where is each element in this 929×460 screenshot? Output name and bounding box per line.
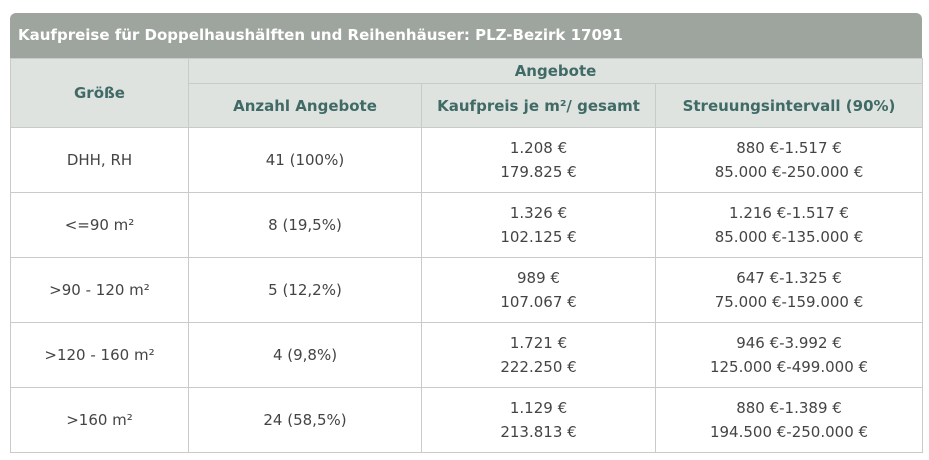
table-cell: 880 €-1.517 € 85.000 €-250.000 € — [655, 127, 923, 193]
cell-line: 647 €-1.325 € — [736, 269, 842, 287]
table-title: Kaufpreise für Doppelhaushälften und Rei… — [10, 13, 922, 58]
table-cell: 880 €-1.389 € 194.500 €-250.000 € — [655, 387, 923, 453]
cell-line: 85.000 €-250.000 € — [714, 163, 864, 181]
cell-line: 222.250 € — [500, 358, 577, 376]
table-cell: DHH, RH — [10, 127, 189, 193]
cell-line: 75.000 €-159.000 € — [714, 293, 864, 311]
column-header: Streuungsintervall (90%) — [655, 83, 923, 128]
table-cell: 24 (58,5%) — [188, 387, 422, 453]
cell-line: 880 €-1.389 € — [736, 399, 842, 417]
column-header: Größe — [10, 58, 189, 128]
column-header-row: Anzahl Angebote Kaufpreis je m²/ gesamt St… — [11, 83, 923, 128]
table-cell: >120 - 160 m² — [10, 322, 189, 388]
table-cell: 1.129 € 213.813 € — [421, 387, 656, 453]
price-table: Größe Angebote Anzahl Angebote Kaufpreis je… — [10, 58, 923, 453]
table-cell: 8 (19,5%) — [188, 192, 422, 258]
cell-line: 179.825 € — [500, 163, 577, 181]
table-cell: 1.216 €-1.517 € 85.000 €-135.000 € — [655, 192, 923, 258]
cell-line: 213.813 € — [500, 423, 577, 441]
table-cell: <=90 m² — [10, 192, 189, 258]
table-row: DHH, RH 41 (100%) 1.208 € 179.825 € 880 €-1.… — [10, 127, 923, 193]
table-cell: 946 €-3.992 € 125.000 €-499.000 € — [655, 322, 923, 388]
cell-line: 85.000 €-135.000 € — [714, 228, 864, 246]
table-row: >160 m² 24 (58,5%) 1.129 € 213.813 € 880 €-1… — [10, 387, 923, 453]
cell-line: 946 €-3.992 € — [736, 334, 842, 352]
table-row: <=90 m² 8 (19,5%) 1.326 € 102.125 € 1.216 €-… — [10, 192, 923, 258]
group-header: Angebote — [188, 58, 923, 84]
table-cell: 1.326 € 102.125 € — [421, 192, 656, 258]
cell-line: 1.129 € — [509, 399, 568, 417]
table-cell: 1.208 € 179.825 € — [421, 127, 656, 193]
column-header: Anzahl Angebote — [188, 83, 422, 128]
cell-line: 880 €-1.517 € — [736, 139, 842, 157]
table-cell: 4 (9,8%) — [188, 322, 422, 388]
table-cell: >160 m² — [10, 387, 189, 453]
column-header: Kaufpreis je m²/ gesamt — [421, 83, 656, 128]
table-cell: 989 € 107.067 € — [421, 257, 656, 323]
cell-line: 102.125 € — [500, 228, 577, 246]
cell-line: 194.500 €-250.000 € — [709, 423, 869, 441]
table-cell: 1.721 € 222.250 € — [421, 322, 656, 388]
cell-line: 1.721 € — [509, 334, 568, 352]
cell-line: 1.216 €-1.517 € — [729, 204, 849, 222]
table-cell: 5 (12,2%) — [188, 257, 422, 323]
cell-line: 1.208 € — [509, 139, 568, 157]
group-header-row: Größe Angebote — [10, 58, 923, 128]
table-row: >120 - 160 m² 4 (9,8%) 1.721 € 222.250 € 946… — [10, 322, 923, 388]
cell-line: 1.326 € — [509, 204, 568, 222]
price-table-panel: Kaufpreise für Doppelhaushälften und Rei… — [10, 13, 923, 453]
table-cell: 41 (100%) — [188, 127, 422, 193]
cell-line: 125.000 €-499.000 € — [709, 358, 869, 376]
table-cell: 647 €-1.325 € 75.000 €-159.000 € — [655, 257, 923, 323]
cell-line: 989 € — [517, 269, 560, 287]
cell-line: 107.067 € — [500, 293, 577, 311]
table-cell: >90 - 120 m² — [10, 257, 189, 323]
table-row: >90 - 120 m² 5 (12,2%) 989 € 107.067 € 647 €… — [10, 257, 923, 323]
